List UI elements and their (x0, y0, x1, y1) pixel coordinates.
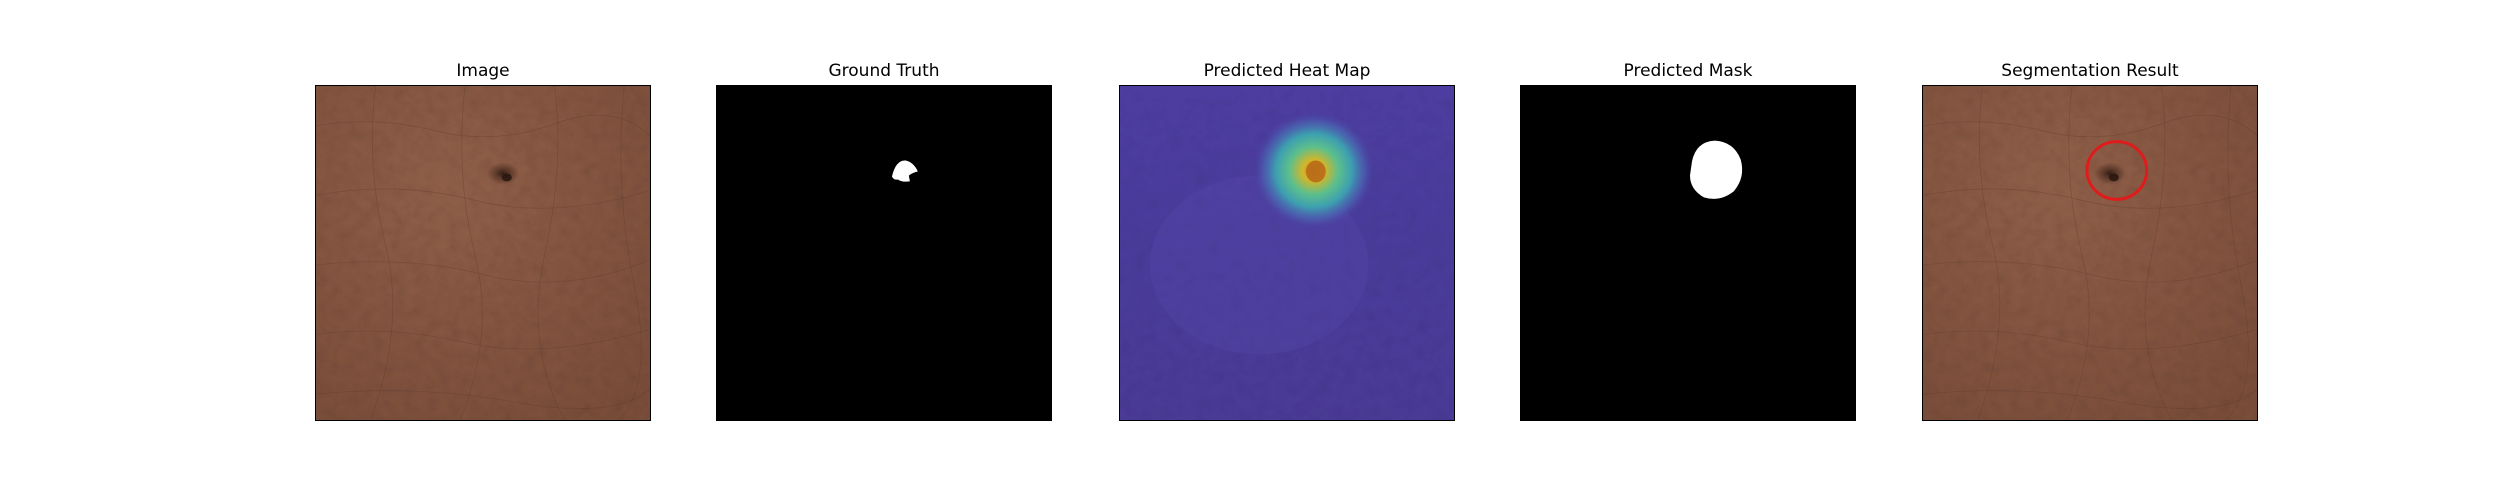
ground-truth-mask (716, 85, 1052, 421)
defect-spot (486, 162, 519, 185)
leather-crease-lines (316, 86, 650, 420)
leather-image (315, 85, 651, 421)
ground-truth-region (891, 160, 918, 182)
heat-map (1119, 85, 1455, 421)
segmentation-circle (2085, 140, 2149, 201)
panel-title-heat-map: Predicted Heat Map (1203, 61, 1371, 81)
panel-title-ground-truth: Ground Truth (828, 61, 940, 81)
predicted-mask (1520, 85, 1856, 421)
predicted-mask-region (1689, 140, 1743, 199)
panel-title-predicted-mask: Predicted Mask (1623, 61, 1753, 81)
panel-title-image: Image (456, 61, 510, 81)
panel-title-segmentation-result: Segmentation Result (2001, 61, 2179, 81)
segmentation-image (1922, 85, 2258, 421)
